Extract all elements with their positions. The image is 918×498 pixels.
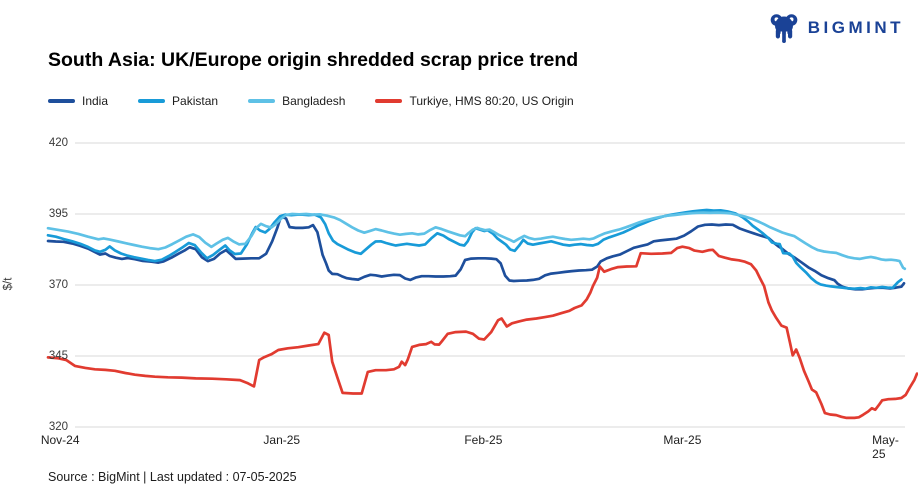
bigmint-elephant-icon bbox=[770, 14, 798, 43]
y-tick-395: 395 bbox=[48, 208, 68, 220]
x-tick-jan-25: Jan-25 bbox=[263, 433, 301, 447]
legend-swatch-bangladesh bbox=[248, 99, 276, 103]
brand-logo: BIGMINT bbox=[769, 12, 904, 44]
legend-swatch-turkiye-hms-80-20-us-origin bbox=[375, 99, 403, 103]
source-note: Source : BigMint | Last updated : 07-05-… bbox=[48, 470, 297, 484]
legend-label-pakistan: Pakistan bbox=[172, 94, 219, 108]
x-tick-feb-25: Feb-25 bbox=[464, 433, 503, 447]
x-tick-mar-25: Mar-25 bbox=[663, 433, 702, 447]
brand-name: BIGMINT bbox=[807, 18, 904, 37]
legend-swatch-india bbox=[48, 99, 75, 103]
y-tick-345: 345 bbox=[48, 350, 68, 362]
y-tick-320: 320 bbox=[48, 421, 68, 433]
legend-label-turkiye-hms-80-20-us-origin: Turkiye, HMS 80:20, US Origin bbox=[409, 94, 574, 108]
x-tick-nov-24: Nov-24 bbox=[40, 433, 80, 447]
legend-label-bangladesh: Bangladesh bbox=[282, 94, 346, 108]
legend-item-india: India bbox=[48, 94, 108, 108]
legend-item-turkiye-hms-80-20-us-origin: Turkiye, HMS 80:20, US Origin bbox=[375, 94, 574, 108]
x-tick-may-25: May-25 bbox=[872, 433, 899, 461]
legend-item-pakistan: Pakistan bbox=[138, 94, 218, 108]
chart-title: South Asia: UK/Europe origin shredded sc… bbox=[48, 49, 579, 71]
chart-legend: India Pakistan Bangladesh Turkiye, HMS 80:2… bbox=[48, 94, 574, 108]
y-tick-370: 370 bbox=[48, 279, 68, 291]
series-line-bangladesh bbox=[46, 211, 907, 271]
legend-swatch-pakistan bbox=[138, 99, 166, 103]
legend-label-india: India bbox=[82, 94, 109, 108]
series-line-turkiye-hms-80-20-us-origin bbox=[46, 245, 918, 420]
y-tick-420: 420 bbox=[48, 137, 68, 149]
series-line-pakistan bbox=[46, 208, 903, 291]
series-line-india bbox=[46, 215, 906, 291]
legend-item-bangladesh: Bangladesh bbox=[248, 94, 345, 108]
